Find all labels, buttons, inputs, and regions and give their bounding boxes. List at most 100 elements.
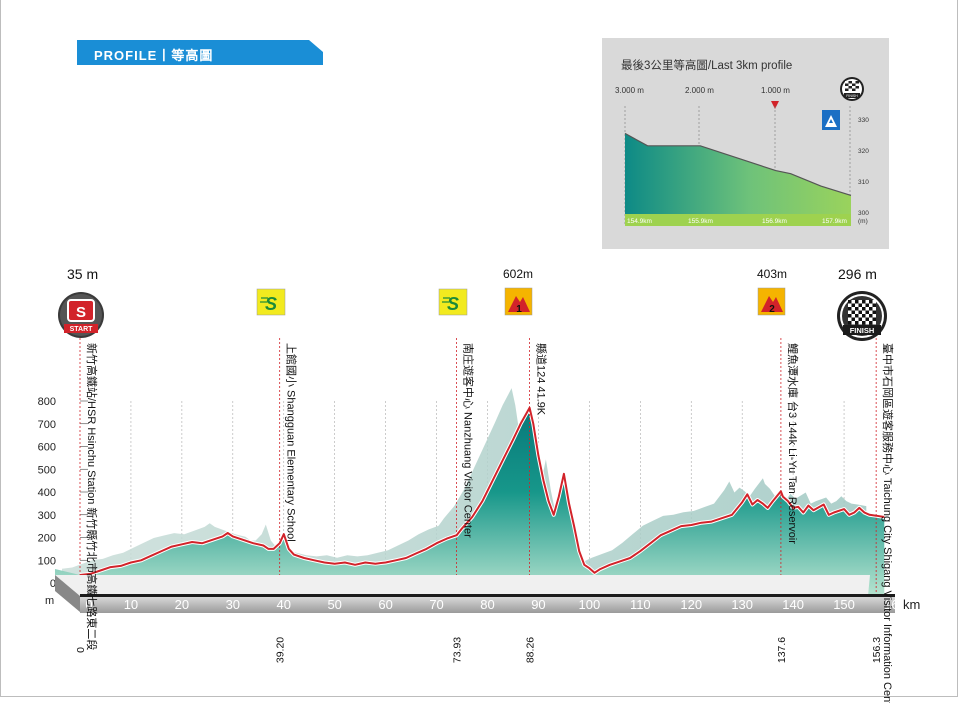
waypoint-km-5: 156.3 — [871, 637, 883, 663]
y-tick-700: 700 — [38, 419, 56, 431]
last3km-finish-text: FINISH — [846, 94, 858, 98]
finish-checker-cell — [851, 300, 855, 304]
finish-checker-cell — [865, 314, 869, 318]
waypoint-name-5: 臺中市石岡區遊客服務中心 Taichung City Shigang Visit… — [881, 343, 895, 703]
waypoint-name-4: 鯉魚潭水庫 台3 144k Li-Yu Tan Reservoir — [786, 343, 800, 544]
sprint-icon-2: S — [438, 288, 468, 316]
last3km-line — [624, 132, 852, 196]
x-tick-140: 140 — [782, 597, 804, 612]
last3km-1km-flag-icon — [771, 101, 779, 109]
finish-checker-cell — [851, 307, 855, 311]
finish-checker-cell — [862, 307, 866, 311]
finish-checker-cell — [865, 300, 869, 304]
last3km-panel: 最後3公里等高圖/Last 3km profile 3.000 m 2.000 … — [602, 38, 889, 249]
y-tick-500: 500 — [38, 464, 56, 476]
last3km-dist-3000: 3.000 m — [615, 86, 644, 95]
x-tick-30: 30 — [226, 597, 240, 612]
finish-checker-cell — [872, 300, 876, 304]
last3km-title: 最後3公里等高圖/Last 3km profile — [621, 58, 792, 72]
kom1-elevation: 602m — [503, 267, 533, 281]
last3km-dist-2000: 2.000 m — [685, 86, 714, 95]
x-tick-0: 0 — [85, 597, 92, 612]
last3km-ytick-330: 330 — [858, 117, 869, 124]
finish-icon: FINISH — [837, 291, 887, 341]
y-tick-800: 800 — [38, 396, 56, 408]
finish-checker-cell — [862, 310, 866, 314]
finish-checker-cell — [848, 321, 852, 325]
finish-checker-cell — [858, 310, 862, 314]
finish-checker-cell — [851, 317, 855, 321]
finish-checker-cell — [848, 310, 852, 314]
finish-checker-cell — [862, 321, 866, 325]
x-tick-150: 150 — [833, 597, 855, 612]
sprint-icon-1-symbol: S — [265, 294, 277, 314]
waypoint-km-1: 39.20 — [275, 637, 287, 663]
finish-checker-cell — [855, 314, 859, 318]
finish-checker-cell — [858, 303, 862, 307]
profile-area — [55, 407, 885, 595]
finish-checker-cell — [855, 307, 859, 311]
last3km-ytick-320: 320 — [858, 148, 869, 155]
finish-checker-cell — [869, 321, 873, 325]
y-gridlines — [80, 400, 845, 583]
finish-checker-cell — [869, 303, 873, 307]
finish-checker-cell — [862, 300, 866, 304]
y-tick-100: 100 — [38, 555, 56, 567]
last3km-y-unit: (m) — [858, 218, 868, 225]
start-icon-letter: S — [76, 304, 86, 321]
finish-checker-cell — [865, 303, 869, 307]
last3km-dist-1000: 1.000 m — [761, 86, 790, 95]
kom2-category: 2 — [769, 304, 775, 315]
y-tick-600: 600 — [38, 442, 56, 454]
x-tick-40: 40 — [277, 597, 291, 612]
x-tick-labels: 0 10 20 30 40 50 60 70 80 90 100 110 120 130 140 150 160 — [85, 597, 905, 612]
finish-checker-cell — [872, 310, 876, 314]
x-tick-50: 50 — [327, 597, 341, 612]
waypoint-name-3: 縣道124 41.9K — [535, 343, 549, 416]
waypoint-km-0: 0 — [75, 647, 87, 653]
finish-checker-cell — [869, 317, 873, 321]
finish-checker-cell — [855, 303, 859, 307]
kom1-icon: 1 — [504, 287, 533, 316]
base-top-face — [55, 575, 870, 596]
x-tick-100: 100 — [579, 597, 601, 612]
kom1-category: 1 — [516, 304, 522, 315]
finish-checker-cell — [872, 321, 876, 325]
sprint-icon-2-symbol: S — [447, 294, 459, 314]
start-icon: S START — [58, 292, 104, 338]
x-tick-120: 120 — [680, 597, 702, 612]
profile-tag-bg — [77, 40, 323, 65]
finish-checker-cell — [869, 307, 873, 311]
finish-checker-cell — [855, 321, 859, 325]
finish-checker-cell — [858, 307, 862, 311]
finish-checker-cell — [851, 310, 855, 314]
kom2-icon: 2 — [757, 287, 786, 316]
last3km-km-1: 155.9km — [688, 218, 713, 225]
y-tick-0: 0 — [50, 578, 56, 590]
finish-checker-cell — [855, 310, 859, 314]
x-tick-160: 160 — [884, 597, 906, 612]
x-tick-130: 130 — [731, 597, 753, 612]
x-unit-label: km — [903, 597, 920, 612]
finish-checker-cell — [865, 310, 869, 314]
y-unit-label: m — [45, 595, 54, 607]
finish-checker-cell — [865, 307, 869, 311]
sprint-icon-1: S — [256, 288, 286, 316]
finish-checker-cell — [872, 307, 876, 311]
finish-elevation: 296 m — [838, 266, 877, 282]
finish-checker-cell — [848, 317, 852, 321]
waypoint-lines — [79, 338, 877, 594]
finish-checker-cell — [858, 321, 862, 325]
last3km-finish-icon: FINISH — [840, 77, 864, 101]
waypoint-name-1: 上館國小 Shangguan Elementary School — [285, 343, 299, 542]
waypoint-km-3: 88.26 — [525, 637, 537, 663]
finish-checker-cell — [848, 314, 852, 318]
finish-checker-cell — [858, 314, 862, 318]
finish-checker-cell — [855, 300, 859, 304]
y-tick-400: 400 — [38, 487, 56, 499]
finish-checker-cell — [862, 317, 866, 321]
base-side-face — [55, 575, 80, 612]
profile-line — [79, 406, 885, 576]
waypoint-km-labels: 0 39.20 73.93 88.26 137.6 156.3 — [75, 637, 883, 663]
finish-checker-cell — [869, 310, 873, 314]
